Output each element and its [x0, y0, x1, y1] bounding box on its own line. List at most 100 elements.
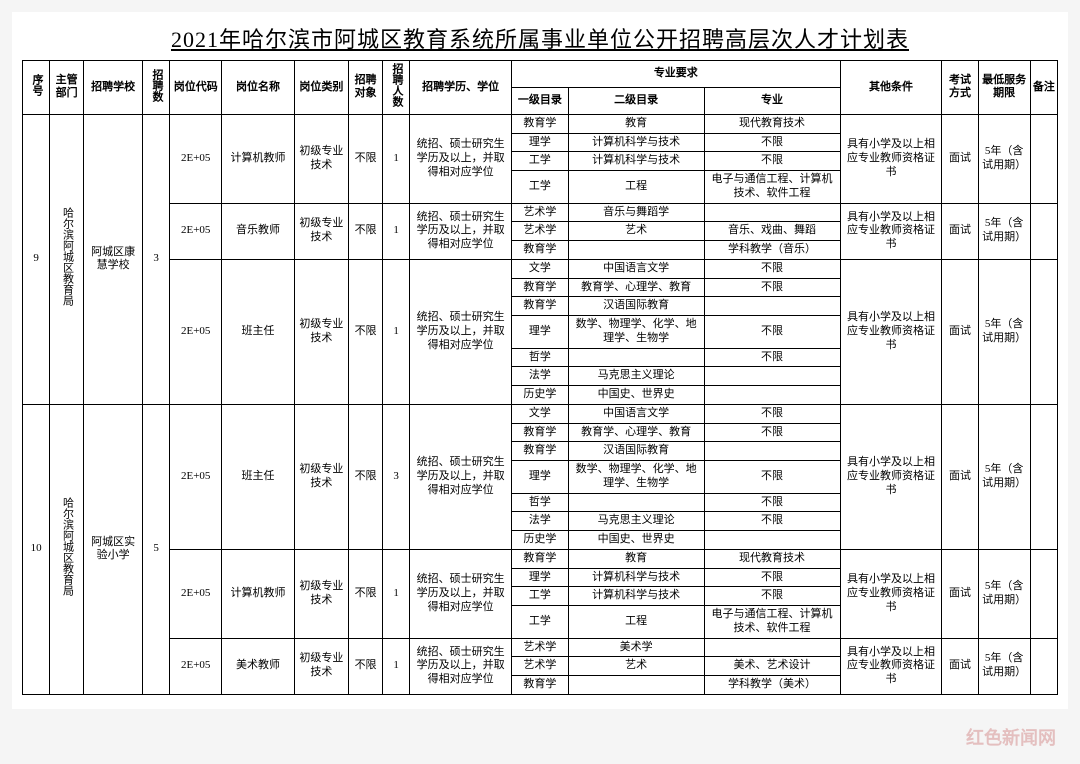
cell: 计算机科学与技术 [568, 133, 704, 152]
cell: 汉语国际教育 [568, 297, 704, 316]
cell [704, 203, 840, 222]
cell: 面试 [942, 404, 978, 549]
cell: 不限 [349, 549, 383, 638]
cell: 2E+05 [170, 404, 222, 549]
cell: 初级专业技术 [294, 203, 348, 259]
cell [568, 241, 704, 260]
page: 2021年哈尔滨市阿城区教育系统所属事业单位公开招聘高层次人才计划表 序号 主管… [12, 12, 1068, 709]
cell: 具有小学及以上相应专业教师资格证书 [840, 549, 942, 638]
cell: 统招、硕士研究生学历及以上，并取得相对应学位 [410, 259, 512, 404]
cell: 2E+05 [170, 549, 222, 638]
cell [704, 638, 840, 657]
cell: 中国语言文学 [568, 259, 704, 278]
cell: 马克思主义理论 [568, 367, 704, 386]
cell: 5年（含试用期） [978, 259, 1030, 404]
cell [1030, 638, 1057, 694]
cell: 统招、硕士研究生学历及以上，并取得相对应学位 [410, 114, 512, 203]
col-position: 岗位名称 [222, 61, 294, 115]
page-title: 2021年哈尔滨市阿城区教育系统所属事业单位公开招聘高层次人才计划表 [22, 22, 1058, 54]
cell: 初级专业技术 [294, 114, 348, 203]
cell: 艺术学 [512, 222, 569, 241]
cell: 音乐教师 [222, 203, 294, 259]
cell: 不限 [704, 568, 840, 587]
cell: 教育学 [512, 114, 569, 133]
col-school: 招聘学校 [84, 61, 143, 115]
cell: 统招、硕士研究生学历及以上，并取得相对应学位 [410, 203, 512, 259]
cell: 工学 [512, 171, 569, 204]
cell: 面试 [942, 259, 978, 404]
table-row: 9哈尔滨阿城区教育局阿城区康慧学校32E+05计算机教师初级专业技术不限1统招、… [23, 114, 1058, 133]
col-exam: 考试方式 [942, 61, 978, 115]
cell: 1 [383, 638, 410, 694]
cell: 理学 [512, 568, 569, 587]
cell: 不限 [704, 348, 840, 367]
cell: 文学 [512, 259, 569, 278]
cell: 不限 [349, 638, 383, 694]
cell: 电子与通信工程、计算机技术、软件工程 [704, 606, 840, 639]
cell: 面试 [942, 114, 978, 203]
cell: 教育学 [512, 676, 569, 695]
col-edu: 招聘学历、学位 [410, 61, 512, 115]
cell: 计算机科学与技术 [568, 587, 704, 606]
cell: 初级专业技术 [294, 638, 348, 694]
cell: 教育学 [512, 241, 569, 260]
cell: 初级专业技术 [294, 404, 348, 549]
col-category: 岗位类别 [294, 61, 348, 115]
cell: 不限 [349, 404, 383, 549]
cell: 5年（含试用期） [978, 638, 1030, 694]
cell: 历史学 [512, 531, 569, 550]
table-row: 2E+05班主任初级专业技术不限1统招、硕士研究生学历及以上，并取得相对应学位文… [23, 259, 1058, 278]
table-row: 10哈尔滨阿城区教育局阿城区实验小学52E+05班主任初级专业技术不限3统招、硕… [23, 404, 1058, 423]
cell: 数学、物理学、化学、地理学、生物学 [568, 316, 704, 349]
cell: 艺术学 [512, 657, 569, 676]
cell: 工程 [568, 171, 704, 204]
cell: 法学 [512, 367, 569, 386]
table-row: 2E+05美术教师初级专业技术不限1统招、硕士研究生学历及以上，并取得相对应学位… [23, 638, 1058, 657]
col-major-c: 专业 [704, 87, 840, 114]
col-target: 招聘对象 [349, 61, 383, 115]
cell: 9 [23, 114, 50, 404]
cell: 教育学 [512, 297, 569, 316]
cell: 不限 [704, 278, 840, 297]
cell [704, 531, 840, 550]
col-major: 专业要求 [512, 61, 840, 88]
cell: 阿城区康慧学校 [84, 114, 143, 404]
cell: 工程 [568, 606, 704, 639]
cell: 理学 [512, 461, 569, 494]
col-other: 其他条件 [840, 61, 942, 115]
cell: 哲学 [512, 348, 569, 367]
col-count: 招聘人数 [383, 61, 410, 115]
cell: 工学 [512, 152, 569, 171]
cell: 具有小学及以上相应专业教师资格证书 [840, 404, 942, 549]
col-major-a: 一级目录 [512, 87, 569, 114]
cell: 艺术学 [512, 203, 569, 222]
col-code: 岗位代码 [170, 61, 222, 115]
cell: 初级专业技术 [294, 549, 348, 638]
col-dept: 主管部门 [50, 61, 84, 115]
cell: 学科教学（音乐） [704, 241, 840, 260]
cell: 教育学 [512, 549, 569, 568]
cell [704, 367, 840, 386]
cell: 艺术 [568, 222, 704, 241]
cell: 5年（含试用期） [978, 203, 1030, 259]
cell: 面试 [942, 549, 978, 638]
cell: 2E+05 [170, 638, 222, 694]
cell: 阿城区实验小学 [84, 404, 143, 694]
cell: 不限 [349, 114, 383, 203]
cell: 不限 [704, 587, 840, 606]
cell: 中国语言文学 [568, 404, 704, 423]
cell: 哈尔滨阿城区教育局 [50, 404, 84, 694]
col-term: 最低服务期限 [978, 61, 1030, 115]
cell: 教育 [568, 549, 704, 568]
cell: 中国史、世界史 [568, 531, 704, 550]
cell: 不限 [349, 259, 383, 404]
table-header: 序号 主管部门 招聘学校 招聘数 岗位代码 岗位名称 岗位类别 招聘对象 招聘人… [23, 61, 1058, 115]
cell: 艺术学 [512, 638, 569, 657]
cell: 2E+05 [170, 114, 222, 203]
cell: 不限 [704, 493, 840, 512]
watermark: 红色新闻网 [966, 724, 1056, 750]
cell: 工学 [512, 606, 569, 639]
table-row: 2E+05计算机教师初级专业技术不限1统招、硕士研究生学历及以上，并取得相对应学… [23, 549, 1058, 568]
cell [1030, 203, 1057, 259]
cell: 文学 [512, 404, 569, 423]
